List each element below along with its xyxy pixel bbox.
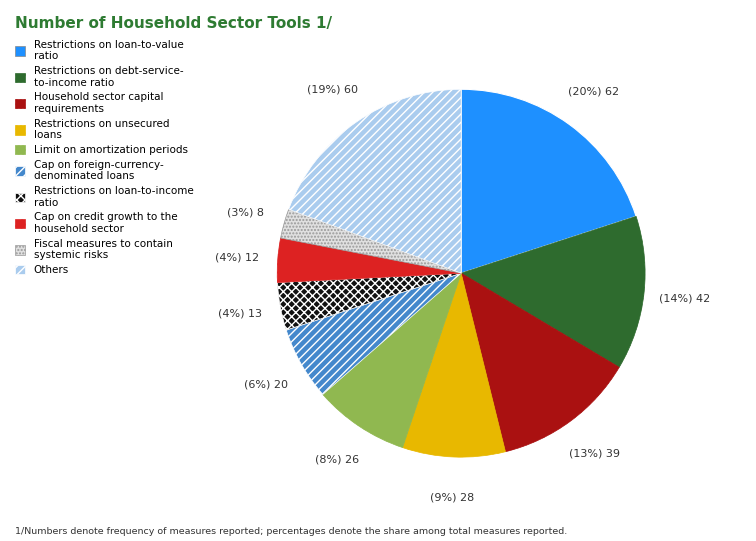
Text: (9%) 28: (9%) 28: [430, 492, 474, 503]
Text: (19%) 60: (19%) 60: [308, 84, 358, 94]
Text: (6%) 20: (6%) 20: [244, 379, 288, 389]
Text: (14%) 42: (14%) 42: [658, 293, 710, 303]
Text: Number of Household Sector Tools 1/: Number of Household Sector Tools 1/: [15, 16, 332, 31]
Wedge shape: [277, 273, 461, 330]
Wedge shape: [461, 216, 645, 367]
Wedge shape: [461, 89, 636, 273]
Text: (3%) 8: (3%) 8: [227, 208, 264, 217]
Text: (8%) 26: (8%) 26: [314, 455, 359, 465]
Wedge shape: [461, 273, 619, 452]
Wedge shape: [402, 273, 506, 457]
Text: 1/Numbers denote frequency of measures reported; percentages denote the share am: 1/Numbers denote frequency of measures r…: [15, 526, 567, 536]
Text: (4%) 12: (4%) 12: [215, 252, 259, 262]
Wedge shape: [277, 238, 461, 282]
Wedge shape: [323, 273, 461, 447]
Text: (13%) 39: (13%) 39: [569, 448, 621, 458]
Text: (20%) 62: (20%) 62: [568, 87, 618, 97]
Text: (4%) 13: (4%) 13: [218, 309, 262, 319]
Wedge shape: [287, 273, 461, 394]
Legend: Restrictions on loan-to-value
ratio, Restrictions on debt-service-
to-income rat: Restrictions on loan-to-value ratio, Res…: [13, 38, 196, 278]
Wedge shape: [289, 89, 461, 273]
Wedge shape: [280, 209, 461, 273]
